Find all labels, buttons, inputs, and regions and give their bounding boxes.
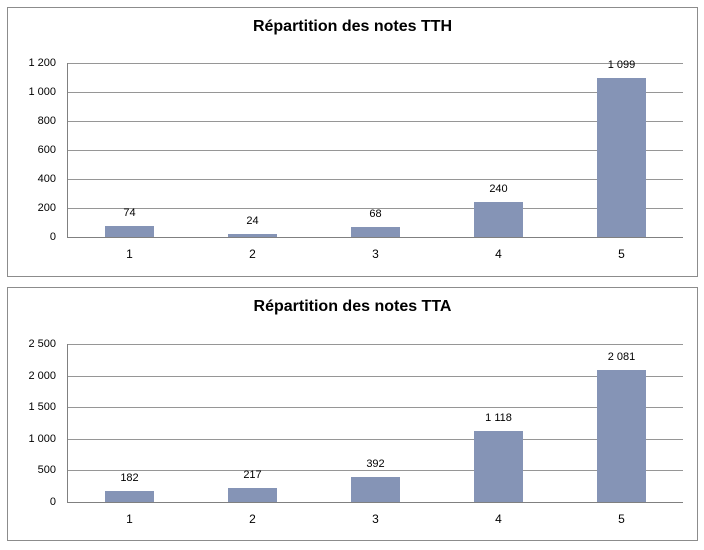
data-label: 68 <box>369 208 382 221</box>
data-label: 1 118 <box>485 412 512 425</box>
x-axis-category-label: 2 <box>249 247 256 261</box>
y-axis-tick-label: 1 000 <box>28 86 56 98</box>
gridline <box>68 121 683 123</box>
bar-category-1 <box>105 226 154 237</box>
bar-category-5 <box>597 77 646 237</box>
data-label: 2 081 <box>607 351 636 364</box>
data-label: 240 <box>489 183 508 196</box>
bar-category-2 <box>228 488 277 502</box>
bar-category-3 <box>351 477 400 502</box>
y-axis-tick-label: 0 <box>49 231 56 243</box>
gridline <box>68 150 683 151</box>
bar-category-1 <box>105 490 154 502</box>
bar-chart-tta: 0 500 1 000 1 500 2 000 2 500 182 1 217 2 392 3 1 11… <box>8 288 697 540</box>
plot-area: 0 500 1 000 1 500 2 000 2 500 182 1 217 2 392 3 1 11… <box>28 338 683 526</box>
bar-category-4 <box>474 202 523 237</box>
gridline <box>68 470 683 472</box>
bar-category-4 <box>474 431 523 502</box>
category-slot: 24 2 <box>191 63 314 261</box>
y-axis-tick-label: 1 500 <box>28 401 56 414</box>
x-axis-category-label: 1 <box>126 247 133 261</box>
gridline <box>68 208 683 210</box>
x-axis-category-label: 2 <box>249 512 256 526</box>
data-label: 392 <box>366 458 385 471</box>
category-slot: 392 3 <box>314 344 437 526</box>
x-axis-category-label: 5 <box>618 247 625 261</box>
y-axis-tick-label: 1 000 <box>28 432 56 445</box>
y-axis-tick-label: 2 500 <box>28 338 56 350</box>
x-axis-category-label: 4 <box>495 512 502 526</box>
gridline <box>68 344 683 345</box>
category-slot: 1 118 4 <box>437 344 560 526</box>
y-axis-tick-label: 1 200 <box>28 57 56 69</box>
data-label: 182 <box>120 471 139 484</box>
y-axis-tick-label: 0 <box>49 496 56 508</box>
bar-category-3 <box>351 227 400 237</box>
x-axis-category-label: 5 <box>618 512 625 526</box>
chart-panel-tth[interactable]: Répartition des notes TTH 0 200 400 600 800 1… <box>7 7 698 277</box>
chart-title-tta: Répartition des notes TTA <box>253 298 452 315</box>
chart-title-tth: Répartition des notes TTH <box>252 18 453 35</box>
y-axis-tick-label: 400 <box>37 173 56 186</box>
y-axis-tick-label: 200 <box>37 202 56 215</box>
category-slot: 68 3 <box>314 63 437 261</box>
bar-category-5 <box>597 370 646 502</box>
x-axis-category-label: 3 <box>372 247 379 261</box>
chart-panel-tta[interactable]: Répartition des notes TTA 0 500 1 000 1 500… <box>7 287 698 541</box>
x-axis-category-label: 1 <box>126 512 133 526</box>
data-label: 1 099 <box>607 58 636 71</box>
x-axis-category-label: 3 <box>372 512 379 526</box>
bar-chart-tth: 0 200 400 600 800 1 000 1 200 74 1 24 2 68 3 240 4 1 09… <box>8 8 697 276</box>
data-label: 74 <box>123 207 136 220</box>
gridline <box>68 92 683 93</box>
gridline <box>68 438 683 440</box>
data-label: 24 <box>246 214 259 227</box>
y-axis-tick-label: 500 <box>37 464 56 477</box>
plot-area: 0 200 400 600 800 1 000 1 200 74 1 24 2 68 3 240 4 1 09… <box>28 57 683 261</box>
category-slot: 182 1 <box>68 344 191 526</box>
gridline <box>68 375 683 377</box>
y-axis-tick-label: 600 <box>37 144 56 156</box>
bar-category-2 <box>228 233 277 237</box>
category-slot: 2 081 5 <box>560 344 683 526</box>
y-axis-tick-label: 800 <box>37 115 56 128</box>
category-slot: 217 2 <box>191 344 314 526</box>
y-axis-tick-label: 2 000 <box>28 369 56 382</box>
data-label: 217 <box>243 469 262 482</box>
gridline <box>68 407 683 409</box>
category-slot: 74 1 <box>68 63 191 261</box>
x-axis-category-label: 4 <box>495 247 502 261</box>
gridline <box>68 63 683 64</box>
gridline <box>68 179 683 181</box>
category-slot: 1 099 5 <box>560 59 683 261</box>
category-slot: 240 4 <box>437 63 560 261</box>
